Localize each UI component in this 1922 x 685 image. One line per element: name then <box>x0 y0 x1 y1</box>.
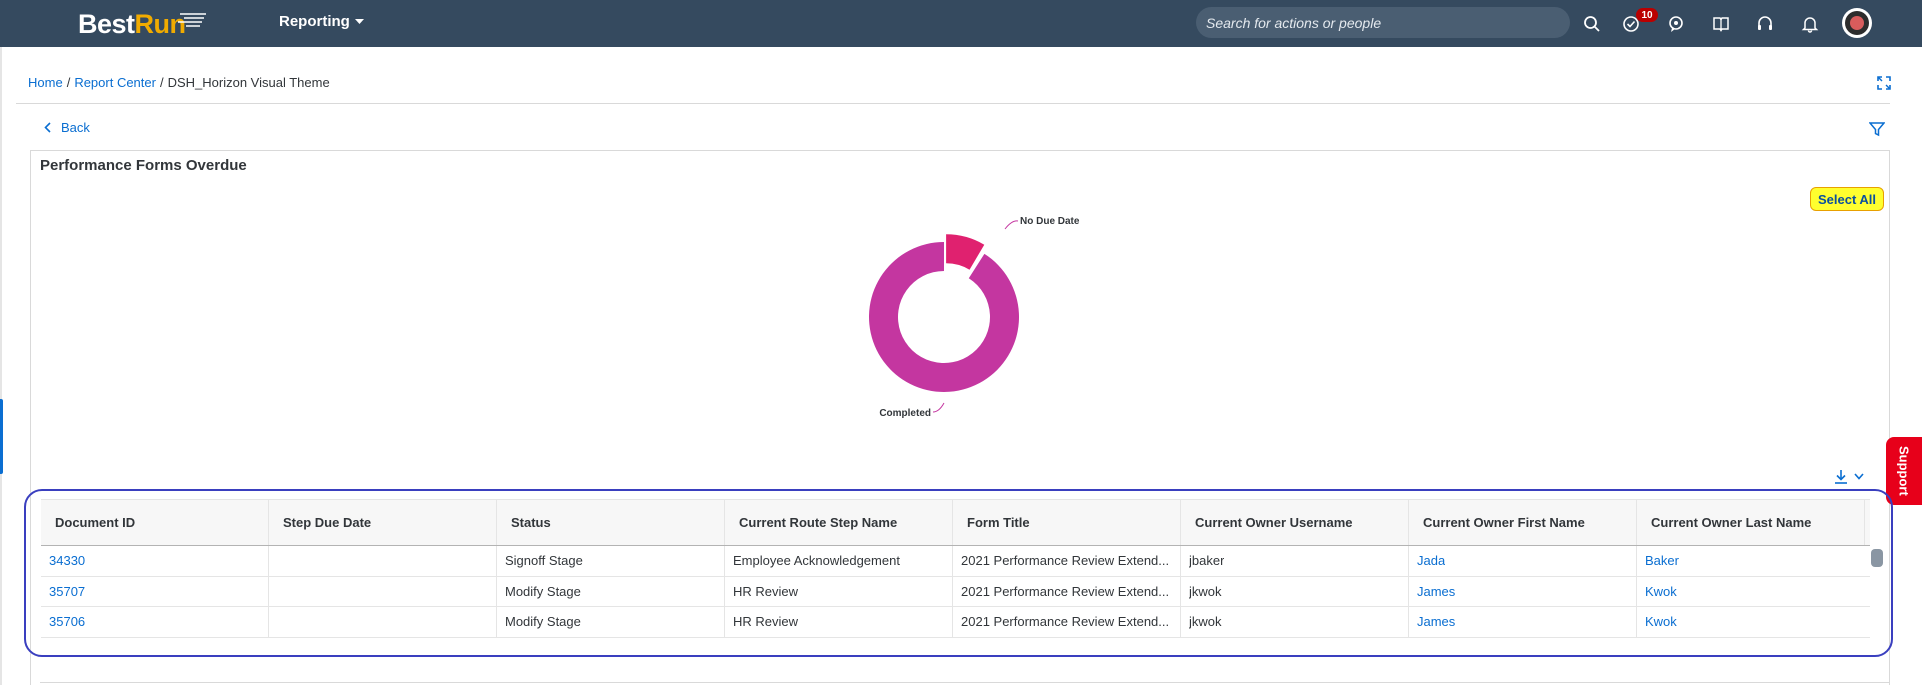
book-icon[interactable] <box>1709 12 1733 36</box>
breadcrumb-report-center[interactable]: Report Center <box>74 75 156 90</box>
logo-speed-lines <box>176 12 206 28</box>
panel-title: Performance Forms Overdue <box>40 157 247 174</box>
support-tab[interactable]: Support <box>1886 437 1922 505</box>
breadcrumb-current: DSH_Horizon Visual Theme <box>168 75 330 90</box>
download-menu[interactable] <box>1834 469 1864 484</box>
breadcrumb-separator: / <box>67 75 71 90</box>
breadcrumb-separator: / <box>160 75 164 90</box>
search-input[interactable] <box>1196 14 1548 32</box>
panel-bottom-divider <box>40 682 1890 683</box>
caret-down-icon <box>355 19 364 25</box>
header-divider <box>16 103 1890 104</box>
module-menu[interactable]: Reporting <box>279 13 364 30</box>
todo-count-badge: 10 <box>1636 8 1658 22</box>
breadcrumb-home[interactable]: Home <box>28 75 63 90</box>
download-icon <box>1834 469 1848 484</box>
left-edge-border <box>0 47 2 685</box>
bell-icon[interactable] <box>1798 12 1822 36</box>
back-button[interactable]: Back <box>44 120 90 135</box>
module-menu-label: Reporting <box>279 13 350 30</box>
select-all-button[interactable]: Select All <box>1810 187 1884 211</box>
support-label: Support <box>1897 446 1912 496</box>
company-logo[interactable]: Best Run <box>78 8 186 40</box>
search-icon[interactable] <box>1580 12 1604 36</box>
donut-chart: No Due Date Completed <box>840 200 1080 435</box>
slice-label-completed: Completed <box>879 408 931 419</box>
label-leader-no-due-date <box>1005 221 1018 229</box>
chat-icon[interactable] <box>1664 12 1688 36</box>
chevron-down-icon <box>1854 473 1864 480</box>
fullscreen-icon[interactable] <box>1874 73 1894 93</box>
back-label: Back <box>61 120 90 135</box>
avatar[interactable] <box>1842 8 1872 38</box>
table-highlight-outline <box>24 489 1893 657</box>
donut-slice-completed[interactable] <box>869 242 1019 392</box>
filter-icon[interactable] <box>1866 118 1888 140</box>
slice-label-no-due-date: No Due Date <box>1020 216 1080 227</box>
breadcrumb: Home / Report Center / DSH_Horizon Visua… <box>28 75 330 90</box>
logo-text-best: Best <box>78 9 135 40</box>
label-leader-completed <box>933 403 944 412</box>
headset-icon[interactable] <box>1753 12 1777 36</box>
side-panel-handle[interactable] <box>0 399 3 474</box>
chevron-left-icon <box>44 122 51 133</box>
search-field[interactable] <box>1196 7 1570 38</box>
avatar-image <box>1845 11 1869 35</box>
